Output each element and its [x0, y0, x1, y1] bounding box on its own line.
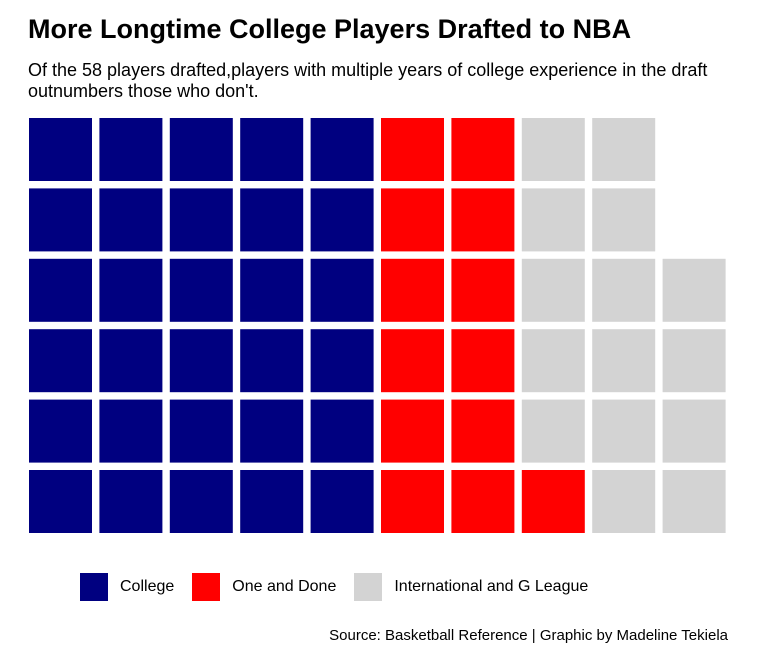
waffle-cell-college [169, 118, 233, 181]
waffle-cell-one-and-done [521, 470, 585, 533]
waffle-cell-one-and-done [381, 258, 444, 322]
waffle-cell-international-and-g-league [521, 258, 585, 322]
chart-caption: Source: Basketball Reference | Graphic b… [329, 627, 728, 644]
legend-label-international: International and G League [394, 578, 589, 595]
legend-swatch-one-and-done [192, 573, 221, 601]
legend-item-one-and-done: One and Done [192, 573, 336, 601]
waffle-cell-college [310, 470, 374, 533]
waffle-cell-college [240, 399, 304, 463]
waffle-cell-one-and-done [451, 188, 515, 252]
waffle-cell-college [29, 118, 92, 181]
waffle-cell-one-and-done [381, 118, 444, 181]
waffle-cell-international-and-g-league [592, 188, 656, 252]
waffle-cell-college [99, 188, 163, 252]
legend-swatch-college [80, 573, 108, 601]
waffle-cell-college [310, 329, 374, 393]
waffle-cell-college [29, 329, 92, 393]
waffle-cell-college [310, 188, 374, 252]
waffle-cell-international-and-g-league [662, 329, 726, 393]
waffle-cell-one-and-done [451, 118, 515, 181]
waffle-cell-international-and-g-league [662, 470, 726, 533]
waffle-cell-international-and-g-league [662, 399, 726, 463]
waffle-cell-international-and-g-league [592, 118, 656, 181]
waffle-cell-college [29, 258, 92, 322]
waffle-cell-international-and-g-league [592, 329, 656, 393]
waffle-cell-college [169, 329, 233, 393]
waffle-cell-college [29, 399, 92, 463]
legend: College One and Done International and G… [80, 573, 606, 601]
waffle-cell-college [99, 470, 163, 533]
waffle-cell-one-and-done [451, 329, 515, 393]
chart-title: More Longtime College Players Drafted to… [28, 14, 632, 44]
waffle-cell-one-and-done [451, 258, 515, 322]
waffle-cell-college [29, 470, 92, 533]
waffle-cell-international-and-g-league [592, 399, 656, 463]
waffle-cell-college [169, 258, 233, 322]
waffle-cell-college [99, 329, 163, 393]
waffle-cell-international-and-g-league [521, 399, 585, 463]
waffle-cell-college [169, 470, 233, 533]
waffle-cell-college [240, 118, 304, 181]
waffle-cell-college [169, 188, 233, 252]
waffle-cell-college [29, 188, 92, 252]
waffle-cell-college [99, 118, 163, 181]
legend-item-international: International and G League [354, 573, 588, 601]
legend-label-one-and-done: One and Done [232, 578, 337, 595]
waffle-cell-international-and-g-league [521, 188, 585, 252]
waffle-cell-college [99, 258, 163, 322]
waffle-cell-one-and-done [381, 470, 444, 533]
waffle-cell-international-and-g-league [662, 258, 726, 322]
waffle-cell-international-and-g-league [521, 329, 585, 393]
waffle-cell-college [240, 329, 304, 393]
waffle-cell-college [240, 258, 304, 322]
waffle-cell-one-and-done [381, 188, 444, 252]
waffle-chart [29, 118, 726, 533]
waffle-cell-college [310, 118, 374, 181]
waffle-cell-college [310, 258, 374, 322]
waffle-cell-international-and-g-league [592, 258, 656, 322]
waffle-cell-one-and-done [381, 329, 444, 393]
waffle-cell-college [240, 188, 304, 252]
waffle-cell-college [240, 470, 304, 533]
legend-swatch-international [354, 573, 383, 601]
waffle-cell-one-and-done [381, 399, 444, 463]
waffle-cell-international-and-g-league [592, 470, 656, 533]
legend-label-college: College [120, 578, 175, 595]
waffle-cell-college [310, 399, 374, 463]
chart-subtitle: Of the 58 players drafted,players with m… [28, 60, 708, 101]
waffle-cell-one-and-done [451, 399, 515, 463]
waffle-cell-college [99, 399, 163, 463]
waffle-cell-international-and-g-league [521, 118, 585, 181]
waffle-cell-one-and-done [451, 470, 515, 533]
legend-item-college: College [80, 573, 174, 601]
waffle-cell-college [169, 399, 233, 463]
